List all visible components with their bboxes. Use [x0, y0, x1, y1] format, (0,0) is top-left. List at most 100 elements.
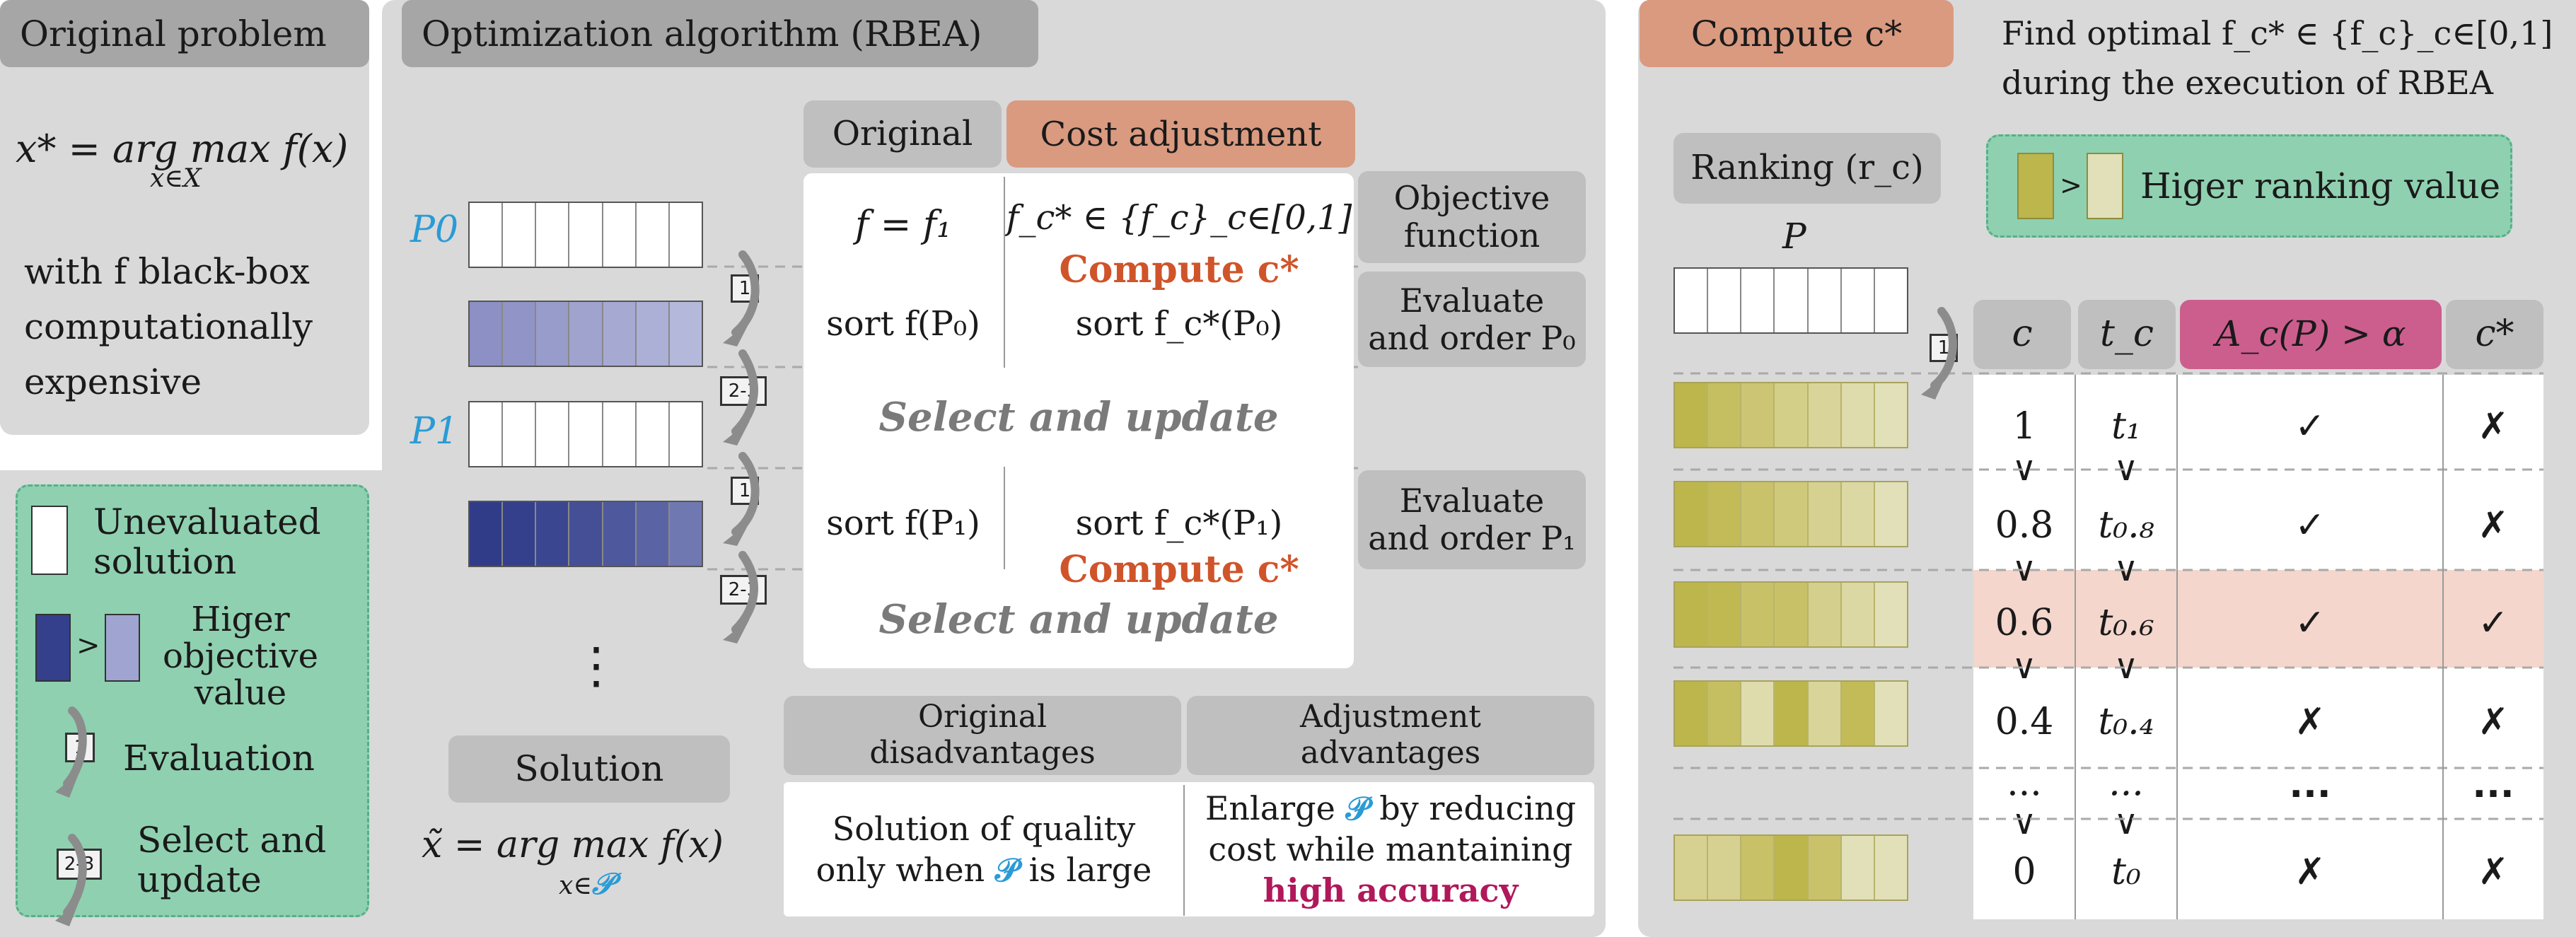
cell: [1874, 583, 1907, 646]
order-vee: ∨: [2012, 647, 2037, 687]
cell: [569, 203, 603, 267]
cell: [1808, 482, 1842, 546]
cell: [536, 502, 570, 566]
vertical-ellipsis: ⋮: [572, 636, 621, 694]
compute-cell-a: ✓: [2294, 602, 2326, 644]
adv-title-line2: advantages: [1300, 735, 1481, 771]
solution-set-symbol: 𝒫: [591, 866, 614, 901]
cell: [503, 402, 537, 466]
cell: [1708, 682, 1742, 745]
cell: [470, 402, 504, 466]
cell: [470, 203, 504, 267]
solution-formula: x̃ = arg max f(x): [422, 824, 724, 866]
col-original-header: Original: [803, 100, 1002, 168]
advantages-text: Enlarge 𝒫 by reducing cost while mantain…: [1187, 782, 1594, 916]
cell: [1741, 383, 1775, 447]
cell: [1741, 482, 1775, 546]
compute-cell-t: t₀.₄: [2098, 701, 2154, 743]
cell: [1675, 682, 1709, 745]
disadv-adv-table: [784, 782, 1594, 916]
col-cost-header: Cost adjustment: [1006, 100, 1355, 168]
adv-text-line1b: by reducing: [1369, 789, 1577, 827]
cell: [1841, 583, 1875, 646]
sort-original-p0: sort f(P₀): [826, 304, 980, 344]
compute-cell-c: 0.8: [1995, 504, 2054, 547]
order-vee: ∨: [2012, 549, 2037, 589]
cell: [1675, 383, 1709, 447]
cell: [1775, 482, 1809, 546]
cell: [1741, 836, 1775, 900]
cell: [1741, 583, 1775, 646]
eval0-line1: Evaluate: [1399, 281, 1545, 320]
cell: [1809, 269, 1842, 332]
compute-c-star-2: Compute c*: [1059, 547, 1299, 591]
cell: [1775, 836, 1809, 900]
adv-text-line1: Enlarge 𝒫 by reducing: [1205, 788, 1576, 829]
compute-cell-c: ···: [2007, 773, 2042, 815]
cell: [1675, 482, 1709, 546]
cell: [1775, 583, 1809, 646]
argmax-formula-text: x* = arg max f(x): [16, 127, 349, 171]
header-accuracy: A_c(P) > α: [2180, 300, 2442, 369]
cell: [1875, 269, 1907, 332]
header-tc: t_c: [2078, 300, 2176, 369]
argmax-formula: x* = arg max f(x): [16, 120, 362, 177]
adv-text-line3: high accuracy: [1263, 871, 1519, 909]
cell: [503, 203, 537, 267]
order-vee: ∨: [2113, 803, 2139, 842]
compute-cell-s: ✓: [2478, 602, 2509, 644]
sort-cost-p0: sort f_c*(P₀): [1075, 304, 1283, 344]
original-problem-panel: [0, 0, 369, 435]
sort-cost-p1: sort f_c*(P₁): [1075, 504, 1283, 543]
ranked-strip: [1673, 481, 1908, 547]
unevaluated-line2: solution: [93, 541, 237, 582]
disadv-set-symbol: 𝒫: [994, 851, 1019, 889]
compute-cell-s: ✗: [2478, 405, 2509, 448]
cell: [503, 302, 537, 366]
eval0-line2: and order P₀: [1368, 318, 1576, 357]
objective-function-label: Objective function: [1358, 171, 1586, 263]
disadv-text-line2: only when 𝒫 is large: [816, 849, 1152, 890]
p-label: P: [1782, 216, 1806, 257]
compute-cell-t: t₀.₆: [2098, 602, 2154, 644]
cell: [1708, 269, 1742, 332]
find-line1: Find optimal f_c* ∈ {f_c}_c∈[0,1]: [2002, 14, 2553, 52]
compute-cell-a: ✗: [2294, 701, 2326, 743]
higher-obj-line1: Higer: [191, 600, 290, 639]
cell: [1842, 269, 1875, 332]
evaluate-order-p0-label: Evaluate and order P₀: [1358, 272, 1586, 367]
p1-eval-badge: 1: [731, 477, 759, 505]
cell: [603, 302, 637, 366]
desc-line-2: computationally: [24, 306, 313, 347]
ranking-label: Ranking (r_c): [1673, 133, 1941, 204]
cell: [1708, 383, 1742, 447]
order-vee: ∨: [2113, 647, 2139, 687]
eval1-line1: Evaluate: [1399, 482, 1545, 520]
desc-line-3: expensive: [24, 361, 202, 402]
light-blue-swatch: [105, 614, 140, 682]
compute-cell-c: 0.6: [1995, 602, 2054, 644]
find-line2: during the execution of RBEA: [2002, 64, 2493, 102]
compute-cell-s: ✗: [2478, 851, 2509, 893]
cell: [569, 302, 603, 366]
compute-cell-t: t₀.₈: [2098, 504, 2154, 547]
solution-formula-sub: x∈𝒫: [559, 866, 613, 902]
p0-label: P0: [410, 209, 459, 251]
cell: [637, 402, 670, 466]
rbea-panel-left-edge: [382, 0, 424, 937]
cell: [1874, 836, 1907, 900]
cell: [636, 502, 670, 566]
unevaluated-swatch: [31, 506, 68, 575]
cell: [1808, 583, 1842, 646]
eval1-line2: and order P₁: [1368, 519, 1576, 557]
cell: [470, 502, 504, 566]
solution-sub-text: x∈: [559, 871, 592, 900]
p1-label: P1: [410, 410, 459, 453]
legend-select-badge: 2-3: [57, 849, 102, 880]
compute-cell-c: 0.4: [1995, 701, 2054, 743]
cell: [603, 502, 637, 566]
disadv-text-line1: Solution of quality: [832, 810, 1136, 848]
cell: [1841, 383, 1875, 447]
cell: [1775, 682, 1809, 745]
compute-eval-badge: 1: [1930, 334, 1958, 362]
